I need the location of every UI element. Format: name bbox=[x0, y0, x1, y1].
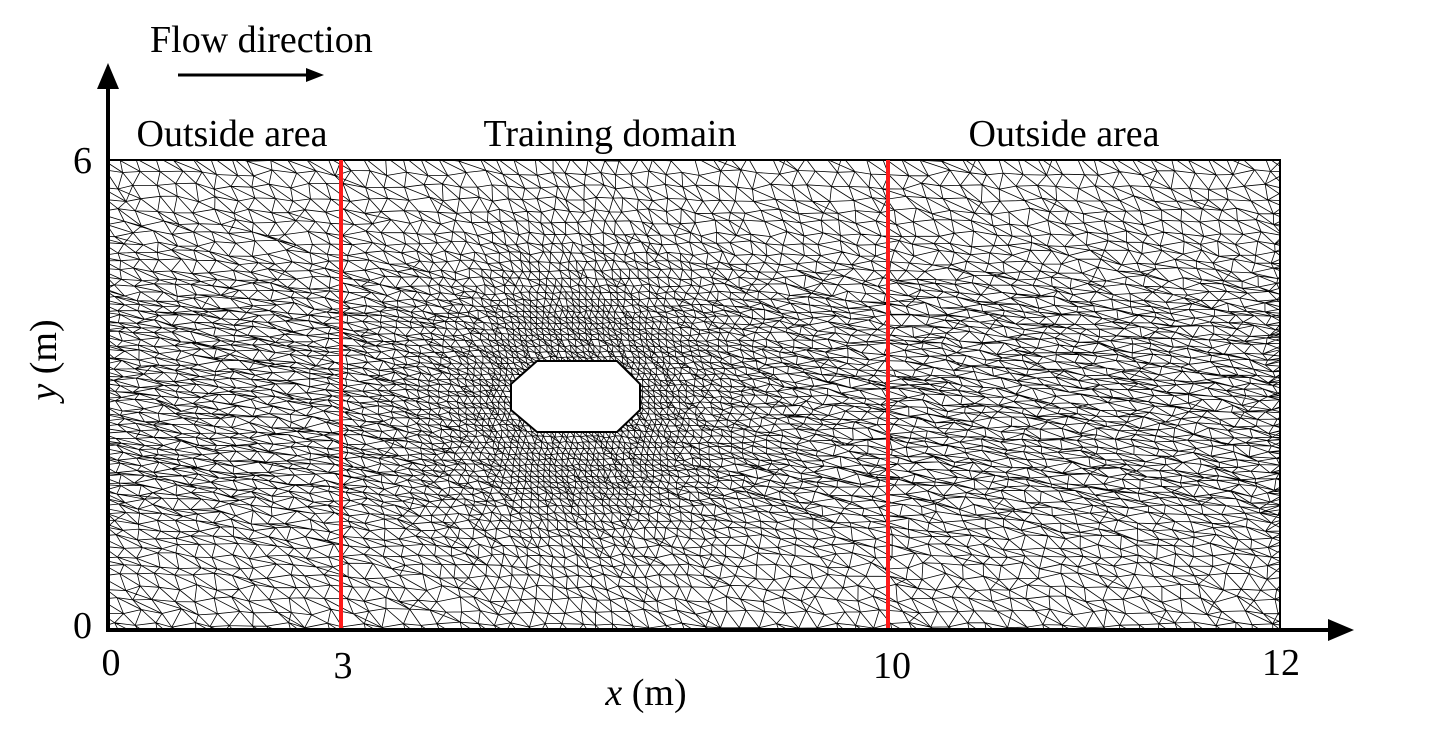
y-axis-label: y (m) bbox=[23, 319, 65, 404]
x-tick-3: 3 bbox=[334, 645, 353, 687]
x-axis-var: x bbox=[604, 672, 622, 714]
flow-arrow-head bbox=[306, 68, 324, 82]
flow-direction-label: Flow direction bbox=[150, 19, 373, 61]
x-tick-0: 0 bbox=[102, 642, 121, 684]
x-tick-10: 10 bbox=[873, 645, 911, 687]
y-axis-arrowhead bbox=[97, 63, 119, 89]
region-label-middle: Training domain bbox=[484, 113, 737, 155]
x-tick-12: 12 bbox=[1262, 642, 1300, 684]
x-axis-arrowhead bbox=[1328, 619, 1354, 641]
y-tick-0: 0 bbox=[73, 605, 92, 647]
triangular-mesh bbox=[108, 160, 1280, 630]
mesh-edges bbox=[108, 160, 1280, 630]
y-axis-unit: (m) bbox=[23, 319, 65, 383]
x-axis-label: x (m) bbox=[604, 672, 686, 714]
obstacle bbox=[510, 360, 641, 433]
region-label-left: Outside area bbox=[137, 113, 328, 155]
y-tick-6: 6 bbox=[73, 140, 92, 182]
y-axis-var: y bbox=[23, 384, 65, 405]
x-axis-unit: (m) bbox=[622, 672, 686, 714]
region-label-right: Outside area bbox=[969, 113, 1160, 155]
